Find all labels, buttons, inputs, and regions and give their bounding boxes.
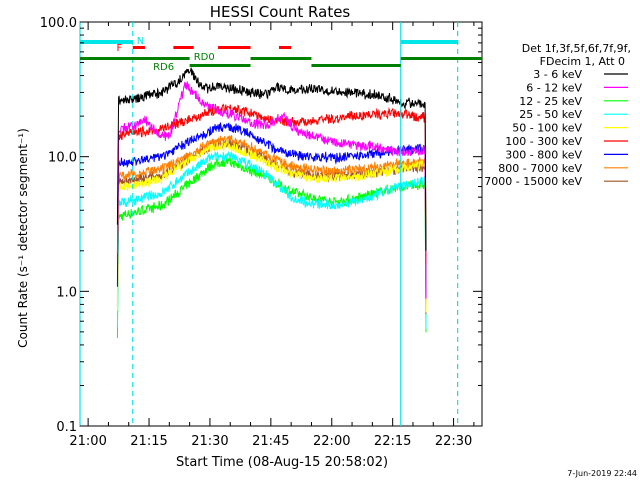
- x-tick-label: 21:00: [69, 434, 106, 449]
- legend-label: 7000 - 15000 keV: [484, 175, 582, 188]
- flag-state-bar: [278, 46, 292, 49]
- x-tick-label: 21:15: [130, 434, 167, 449]
- legend-label: 50 - 100 keV: [512, 122, 582, 135]
- decimation-state-bar: [189, 64, 251, 67]
- y-axis-label: Count Rate (s⁻¹ detector segment⁻¹): [16, 128, 30, 348]
- series-line-800-7000keV: [116, 135, 427, 310]
- legend-title-line1: Det 1f,3f,5f,6f,7f,9f,: [522, 42, 631, 55]
- series-line-3-6keV: [116, 67, 427, 251]
- attenuator-state-bar: [400, 40, 458, 44]
- legend: Det 1f,3f,5f,6f,7f,9f, FDecim 1, Att 0 3…: [484, 42, 631, 188]
- y-tick-label: 0.1: [56, 420, 77, 435]
- series-line-12-25keV: [116, 157, 427, 339]
- annotation-layer: N F RD0 RD6: [79, 22, 482, 426]
- legend-label: 3 - 6 keV: [533, 68, 582, 81]
- plot-frame: [79, 21, 483, 427]
- x-tick-label: 22:30: [435, 434, 472, 449]
- x-tick-label: 22:00: [313, 434, 350, 449]
- x-axis: 21:00 21:15 21:30 21:45 22:00 22:15 22:30: [69, 22, 475, 449]
- flag-label: F: [117, 43, 123, 54]
- flag-state-bar: [173, 46, 194, 49]
- y-tick-label: 1.0: [56, 285, 77, 300]
- x-tick-label: 21:30: [191, 434, 228, 449]
- legend-label: 12 - 25 keV: [519, 95, 582, 108]
- attenuator-state-bar: [80, 40, 133, 44]
- x-tick-label: 22:15: [374, 434, 411, 449]
- decimation-state-bar: [400, 57, 482, 60]
- y-axis: 0.1 1.0 10.0 100.0: [40, 16, 482, 435]
- y-tick-label: 10.0: [48, 151, 77, 166]
- x-tick-label: 21:45: [252, 434, 289, 449]
- legend-title-line2: FDecim 1, Att 0: [540, 55, 625, 68]
- legend-label: 300 - 800 keV: [505, 148, 582, 161]
- series-line-300-800keV: [116, 122, 427, 297]
- flag-state-bar: [218, 46, 251, 49]
- footer-timestamp: 7-Jun-2019 22:44: [567, 469, 637, 478]
- legend-label: 100 - 300 keV: [505, 135, 582, 148]
- chart-title: HESSI Count Rates: [210, 3, 351, 21]
- series-line-50-100keV: [116, 139, 427, 313]
- legend-label: 25 - 50 keV: [519, 108, 582, 121]
- rd6-label: RD6: [153, 62, 174, 73]
- series-line-100-300keV: [116, 103, 427, 266]
- flag-state-bar: [132, 46, 145, 49]
- decimation-state-bar: [250, 57, 312, 60]
- x-axis-label: Start Time (08-Aug-15 20:58:02): [176, 455, 388, 470]
- decimation-state-bar: [311, 64, 401, 67]
- y-tick-label: 100.0: [40, 16, 77, 31]
- legend-label: 800 - 7000 keV: [498, 162, 582, 175]
- series-line-6-12keV: [116, 81, 427, 299]
- decimation-state-bar: [80, 57, 190, 60]
- rd0-label: RD0: [194, 52, 215, 63]
- legend-label: 6 - 12 keV: [526, 81, 582, 94]
- attenuator-label: N: [137, 36, 144, 47]
- series-line-25-50keV: [116, 150, 427, 329]
- data-layer: [116, 67, 427, 339]
